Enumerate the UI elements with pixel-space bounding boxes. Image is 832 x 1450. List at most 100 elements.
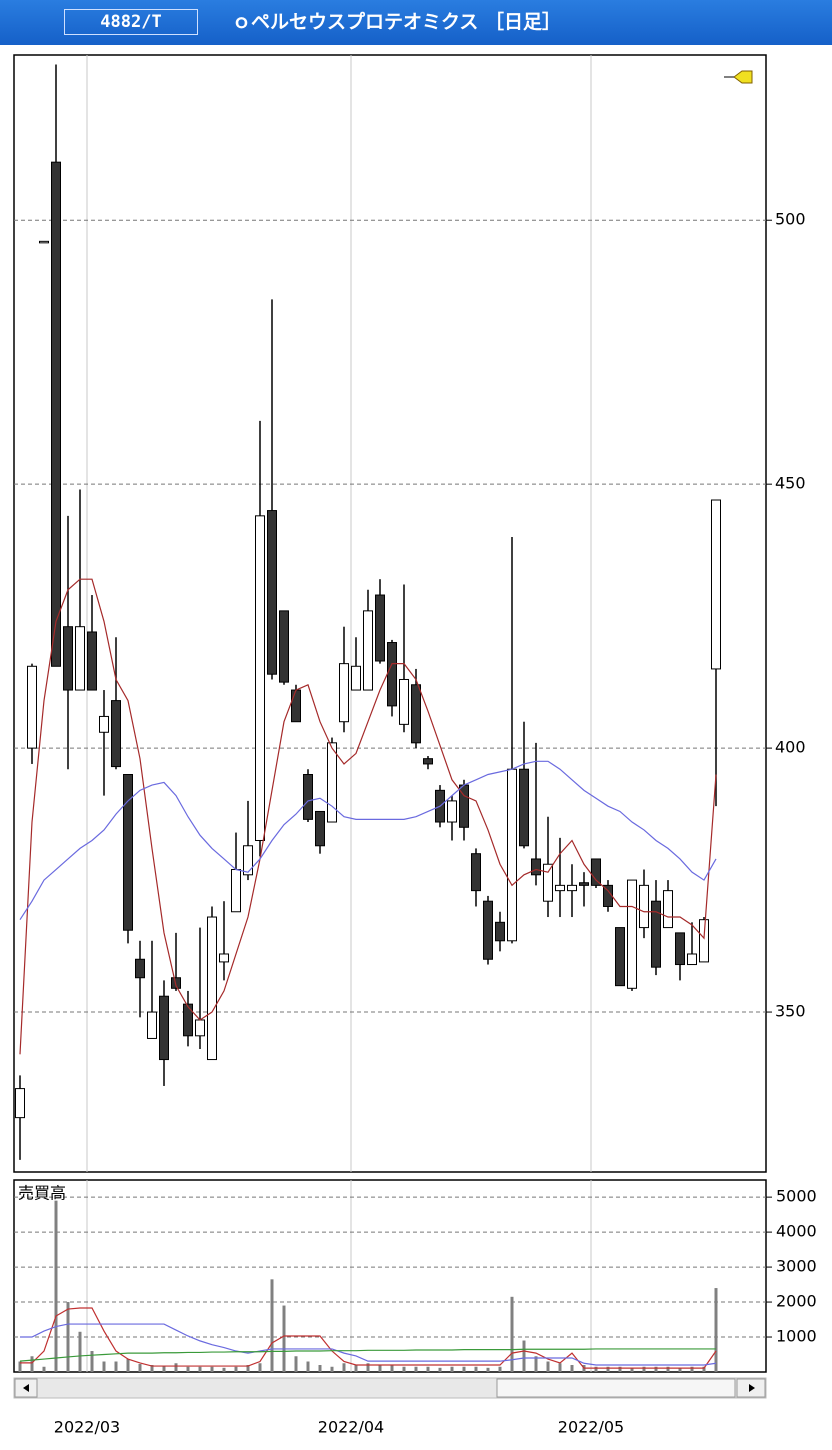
candle-body — [279, 610, 289, 683]
candle-body — [687, 953, 697, 966]
candle-body — [183, 1003, 193, 1037]
y-tick-label: 500 — [775, 210, 806, 229]
header-bar: 4882/T ｏペルセウスプロテオミクス ［日足］ — [0, 0, 832, 45]
volume-bar — [162, 1365, 166, 1372]
volume-bar — [630, 1367, 634, 1372]
candle-body — [111, 700, 121, 768]
volume-bar — [330, 1366, 334, 1372]
volume-bar — [222, 1367, 226, 1372]
moving-average-line — [19, 578, 717, 1055]
candle-body — [123, 774, 133, 931]
candle-body — [207, 916, 217, 1061]
candle-body — [147, 1011, 157, 1039]
volume-bar — [354, 1365, 358, 1372]
volume-bar — [666, 1366, 670, 1372]
volume-bar — [534, 1356, 538, 1372]
volume-bar — [126, 1359, 130, 1372]
candle-body — [63, 626, 73, 691]
candle-body — [351, 665, 361, 691]
volume-bar — [270, 1279, 274, 1372]
volume-bar — [174, 1363, 178, 1372]
candle-body — [675, 932, 685, 966]
volume-bar — [414, 1366, 418, 1372]
candle-body — [627, 879, 637, 989]
candle-body — [495, 921, 505, 942]
candle-body — [195, 1019, 205, 1037]
candle-body — [219, 953, 229, 963]
volume-bar — [606, 1366, 610, 1372]
candle-body — [543, 863, 553, 902]
y-tick-label: 350 — [775, 1002, 806, 1021]
candle-body — [15, 1088, 25, 1119]
volume-bar — [282, 1305, 286, 1372]
x-tick-label: 2022/04 — [318, 1418, 384, 1437]
volume-bar — [546, 1361, 550, 1372]
volume-bar — [294, 1356, 298, 1372]
x-tick-label: 2022/03 — [54, 1418, 120, 1437]
ticker: 4882/T — [64, 9, 198, 35]
volume-bar — [474, 1366, 478, 1372]
volume-bar — [402, 1366, 406, 1372]
volume-bar — [258, 1363, 262, 1372]
volume-bar — [66, 1302, 70, 1372]
candle-body — [159, 995, 169, 1061]
moving-average-line — [19, 1348, 716, 1362]
candle-body — [243, 845, 253, 876]
candle-body — [99, 715, 109, 733]
candle-body — [327, 742, 337, 823]
volume-bar — [114, 1361, 118, 1372]
candle-body — [663, 890, 673, 929]
candle-body — [291, 689, 301, 723]
candle-body — [387, 642, 397, 707]
moving-average-line — [20, 1307, 717, 1369]
candle-body — [231, 869, 241, 913]
volume-bar — [102, 1361, 106, 1372]
volume-bar — [318, 1365, 322, 1372]
candle-body — [255, 515, 265, 841]
volume-bar — [138, 1363, 142, 1372]
scroll-thumb[interactable] — [496, 1378, 736, 1398]
panel-title: 売買高 — [18, 1184, 66, 1203]
candle-body — [39, 240, 49, 244]
candle-body — [87, 631, 97, 691]
volume-bar — [78, 1331, 82, 1372]
volume-bar — [678, 1367, 682, 1372]
volume-bar — [462, 1366, 466, 1372]
y-tick-label: 3000 — [776, 1257, 817, 1276]
scroll-left-arrow — [23, 1384, 29, 1392]
candle-body — [27, 665, 37, 749]
candle-body — [267, 510, 277, 675]
volume-bar — [642, 1366, 646, 1372]
candle-body — [507, 768, 517, 942]
volume-bar — [342, 1363, 346, 1372]
volume-bar — [306, 1361, 310, 1372]
candle-body — [363, 610, 373, 691]
y-tick-label: 4000 — [776, 1222, 817, 1241]
volume-bar — [18, 1361, 22, 1372]
candle-body — [555, 884, 565, 892]
candle-body — [447, 800, 457, 823]
volume-bar — [426, 1366, 430, 1372]
volume-bar — [30, 1356, 34, 1372]
volume-bar — [54, 1200, 58, 1372]
volume-bar — [234, 1366, 238, 1372]
volume-bar — [438, 1367, 442, 1372]
volume-bar — [510, 1296, 514, 1372]
y-tick-label: 1000 — [776, 1327, 817, 1346]
volume-bar — [210, 1366, 214, 1372]
latest-marker — [733, 70, 753, 84]
candle-body — [135, 958, 145, 979]
y-tick-label: 5000 — [776, 1187, 817, 1206]
candle-body — [303, 774, 313, 820]
candle-body — [51, 161, 61, 667]
y-tick-label: 400 — [775, 738, 806, 757]
price-frame — [13, 54, 767, 1173]
volume-bar — [690, 1366, 694, 1372]
volume-bar — [570, 1365, 574, 1372]
volume-bar — [618, 1366, 622, 1372]
candle-body — [411, 684, 421, 744]
volume-bar — [450, 1366, 454, 1372]
candle-body — [471, 853, 481, 892]
